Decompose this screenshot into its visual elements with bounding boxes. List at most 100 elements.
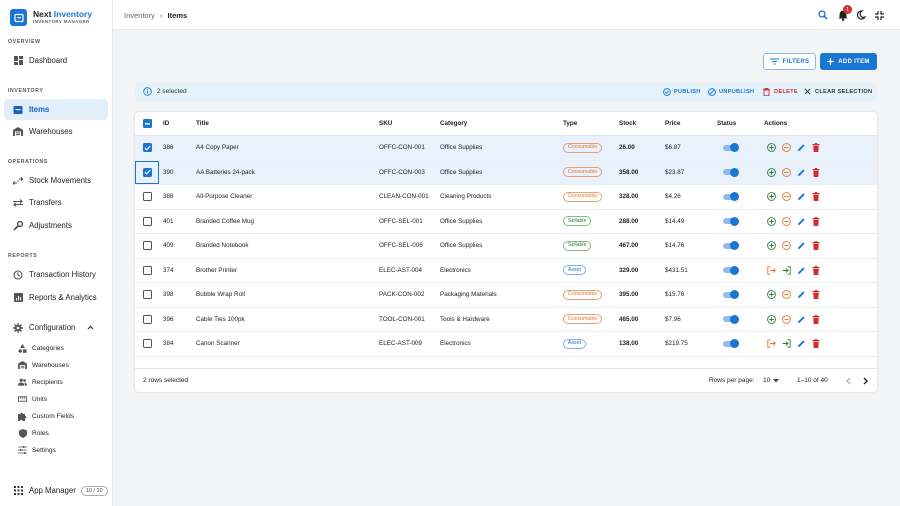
sidebar-subitem-warehouses[interactable]: Warehouses bbox=[18, 358, 69, 372]
sidebar-subitem-settings[interactable]: Settings bbox=[18, 443, 56, 457]
cell-title[interactable]: All-Purpose Cleaner bbox=[196, 193, 253, 201]
status-toggle[interactable] bbox=[723, 308, 739, 332]
row-checkbox[interactable] bbox=[135, 308, 159, 332]
fullscreen-icon[interactable] bbox=[873, 9, 885, 21]
increase-stock-icon[interactable] bbox=[767, 167, 776, 177]
increase-stock-icon[interactable] bbox=[767, 216, 776, 226]
status-toggle[interactable] bbox=[723, 283, 739, 307]
sidebar-subitem-custom-fields[interactable]: Custom Fields bbox=[18, 409, 74, 423]
table-row[interactable]: 409 Branded Notebook OFFC-SEL-006 Office Su… bbox=[135, 234, 877, 259]
delete-trash-icon[interactable] bbox=[812, 290, 820, 300]
delete-trash-icon[interactable] bbox=[812, 314, 820, 324]
sidebar-subitem-roles[interactable]: Roles bbox=[18, 426, 49, 440]
decrease-stock-icon[interactable] bbox=[782, 192, 791, 202]
delete-trash-icon[interactable] bbox=[812, 216, 820, 226]
brand[interactable]: Next Inventory INVENTORY MANAGER bbox=[0, 0, 112, 30]
delete-trash-icon[interactable] bbox=[812, 192, 820, 202]
breadcrumb-parent[interactable]: Inventory bbox=[124, 11, 155, 20]
table-row[interactable]: 386 A4 Copy Paper OFFC-CON-001 Office Suppl… bbox=[135, 136, 877, 161]
edit-pencil-icon[interactable] bbox=[797, 143, 806, 152]
table-row[interactable]: 396 Cable Ties 100pk TOOL-CON-001 Tools & H… bbox=[135, 308, 877, 332]
edit-pencil-icon[interactable] bbox=[797, 315, 806, 324]
increase-stock-icon[interactable] bbox=[767, 290, 776, 300]
check-in-icon[interactable] bbox=[782, 266, 791, 275]
filters-button[interactable]: FILTERS bbox=[763, 53, 816, 70]
table-row[interactable]: 398 Bubble Wrap Roll PACK-CON-002 Packaging… bbox=[135, 283, 877, 308]
table-row[interactable]: 401 Branded Coffee Mug OFFC-SEL-001 Office … bbox=[135, 210, 877, 234]
add-item-button[interactable]: ADD ITEM bbox=[820, 53, 877, 70]
select-all-checkbox[interactable] bbox=[143, 112, 152, 135]
delete-trash-icon[interactable] bbox=[812, 339, 820, 349]
status-toggle[interactable] bbox=[723, 161, 739, 185]
col-header-sku[interactable]: SKU bbox=[379, 120, 393, 127]
table-row[interactable]: 388 All-Purpose Cleaner CLEAN-CON-001 Clean… bbox=[135, 185, 877, 210]
col-header-category[interactable]: Category bbox=[440, 120, 468, 127]
sidebar-item-dashboard[interactable]: Dashboard bbox=[4, 50, 108, 71]
increase-stock-icon[interactable] bbox=[767, 192, 776, 202]
status-toggle[interactable] bbox=[723, 136, 739, 160]
sidebar-item-app-manager[interactable]: App Manager 10 / 10 bbox=[4, 480, 108, 501]
col-header-title[interactable]: Title bbox=[196, 120, 209, 127]
cell-title[interactable]: Branded Notebook bbox=[196, 242, 249, 250]
cell-title[interactable]: Bubble Wrap Roll bbox=[196, 291, 245, 299]
row-checkbox[interactable] bbox=[135, 234, 159, 258]
decrease-stock-icon[interactable] bbox=[782, 143, 791, 153]
row-checkbox[interactable] bbox=[135, 160, 159, 184]
sidebar-item-transaction-history[interactable]: Transaction History bbox=[4, 264, 108, 285]
sidebar-item-warehouses[interactable]: Warehouses bbox=[4, 121, 108, 142]
sidebar-item-items[interactable]: Items bbox=[4, 99, 108, 120]
col-header-status[interactable]: Status bbox=[717, 120, 737, 127]
row-checkbox[interactable] bbox=[135, 210, 159, 234]
clear-selection-button[interactable]: CLEAR SELECTION bbox=[804, 88, 872, 95]
decrease-stock-icon[interactable] bbox=[782, 216, 791, 226]
cell-title[interactable]: AA Batteries 24-pack bbox=[196, 168, 255, 176]
delete-trash-icon[interactable] bbox=[812, 265, 820, 275]
cell-title[interactable]: Brother Printer bbox=[196, 266, 237, 274]
next-page-icon[interactable] bbox=[863, 377, 869, 385]
edit-pencil-icon[interactable] bbox=[797, 290, 806, 299]
search-icon[interactable] bbox=[817, 9, 829, 21]
status-toggle[interactable] bbox=[723, 185, 739, 209]
delete-trash-icon[interactable] bbox=[812, 143, 820, 153]
status-toggle[interactable] bbox=[723, 234, 739, 258]
col-header-stock[interactable]: Stock bbox=[619, 120, 637, 127]
increase-stock-icon[interactable] bbox=[767, 314, 776, 324]
col-header-id[interactable]: ID bbox=[163, 120, 170, 127]
status-toggle[interactable] bbox=[723, 332, 739, 356]
row-checkbox[interactable] bbox=[135, 136, 159, 160]
table-row[interactable]: 384 Canon Scanner ELEC-AST-009 Electronics A… bbox=[135, 332, 877, 357]
cell-title[interactable]: Canon Scanner bbox=[196, 340, 240, 348]
sidebar-subitem-recipients[interactable]: Recipients bbox=[18, 375, 63, 389]
check-out-icon[interactable] bbox=[767, 266, 776, 275]
unpublish-button[interactable]: UNPUBLISH bbox=[708, 88, 754, 96]
sidebar-item-transfers[interactable]: Transfers bbox=[4, 192, 108, 213]
decrease-stock-icon[interactable] bbox=[782, 241, 791, 251]
cell-title[interactable]: Branded Coffee Mug bbox=[196, 217, 254, 225]
delete-button[interactable]: DELETE bbox=[763, 88, 798, 96]
rows-per-page-select[interactable]: 10 bbox=[763, 377, 780, 384]
cell-title[interactable]: A4 Copy Paper bbox=[196, 144, 239, 152]
sidebar-item-stock-movements[interactable]: Stock Movements bbox=[4, 170, 108, 191]
decrease-stock-icon[interactable] bbox=[782, 290, 791, 300]
publish-button[interactable]: PUBLISH bbox=[663, 88, 701, 96]
edit-pencil-icon[interactable] bbox=[797, 192, 806, 201]
decrease-stock-icon[interactable] bbox=[782, 167, 791, 177]
check-out-icon[interactable] bbox=[767, 339, 776, 348]
sidebar-subitem-units[interactable]: Units bbox=[18, 392, 47, 406]
edit-pencil-icon[interactable] bbox=[797, 168, 806, 177]
row-checkbox[interactable] bbox=[135, 185, 159, 209]
sidebar-item-adjustments[interactable]: Adjustments bbox=[4, 215, 108, 236]
edit-pencil-icon[interactable] bbox=[797, 217, 806, 226]
table-row[interactable]: 374 Brother Printer ELEC-AST-004 Electronic… bbox=[135, 259, 877, 283]
edit-pencil-icon[interactable] bbox=[797, 339, 806, 348]
delete-trash-icon[interactable] bbox=[812, 241, 820, 251]
row-checkbox[interactable] bbox=[135, 283, 159, 307]
notifications-bell-icon[interactable]: 1 bbox=[837, 5, 852, 21]
table-row[interactable]: 390 AA Batteries 24-pack OFFC-CON-003 Offic… bbox=[135, 160, 877, 185]
status-toggle[interactable] bbox=[723, 259, 739, 283]
delete-trash-icon[interactable] bbox=[812, 167, 820, 177]
increase-stock-icon[interactable] bbox=[767, 241, 776, 251]
row-checkbox[interactable] bbox=[135, 332, 159, 356]
sidebar-item-configuration[interactable]: Configuration bbox=[4, 317, 108, 338]
sidebar-subitem-categories[interactable]: Categories bbox=[18, 341, 64, 355]
